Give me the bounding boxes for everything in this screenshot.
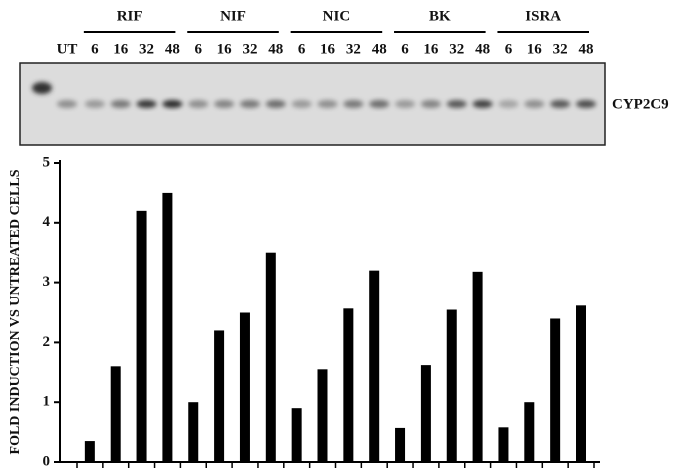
y-tick-label: 4 [43,214,51,230]
blot-band [524,100,544,108]
lane-label: 16 [423,41,439,57]
lane-label: 48 [372,41,387,57]
bar [266,253,276,462]
blot-band [369,100,389,108]
lane-label: 6 [91,41,99,57]
figure: CYP2C9 FOLD INDUCTION VS UNTREATED CELLS… [0,0,682,468]
lane-label: 6 [505,41,513,57]
lane-label: 48 [579,41,594,57]
bar [473,272,483,462]
blot-band [550,100,570,108]
bar [447,310,457,462]
lane-label: 32 [242,41,257,57]
group-label: BK [429,8,451,24]
lane-label: 32 [346,41,361,57]
blot-band [266,100,286,108]
bar [395,428,405,462]
blot-band [240,100,260,108]
group-label: NIC [323,8,351,24]
blot-band [85,100,105,108]
blot-band [57,100,77,108]
bar [111,366,121,462]
bar [240,313,250,463]
bar [162,193,172,462]
blot-band [214,100,234,108]
bar [318,369,328,462]
blot-band [576,100,596,108]
blot-band [343,100,363,108]
blot-band [473,100,493,108]
bar [137,211,147,462]
lane-label: 32 [449,41,464,57]
lane-label: 32 [139,41,154,57]
blot-band [137,100,157,108]
lane-label: 16 [113,41,129,57]
blot-marker [32,82,52,94]
lane-label: 6 [401,41,409,57]
lane-label: 6 [298,41,306,57]
bar [576,305,586,462]
blot-band [111,100,131,108]
bar [550,318,560,462]
group-label: RIF [117,8,143,24]
bar [498,427,508,462]
y-axis-label: FOLD INDUCTION VS UNTREATED CELLS [8,169,23,454]
blot-band [498,100,518,108]
blot-band [395,100,415,108]
y-tick-label: 3 [43,274,51,290]
blot-band [447,100,467,108]
lane-label: 16 [527,41,543,57]
lane-label: 32 [553,41,568,57]
bar [369,271,379,462]
group-label: ISRA [525,8,561,24]
y-tick-label: 0 [43,453,51,468]
y-tick-label: 2 [43,334,51,350]
bar [214,330,224,462]
lane-label: 6 [195,41,203,57]
blot-band [162,100,182,108]
lane-label: 48 [268,41,283,57]
lane-label: UT [57,41,78,57]
blot-label: CYP2C9 [612,96,669,112]
lane-label: 16 [217,41,233,57]
y-tick-label: 5 [43,154,51,170]
lane-label: 16 [320,41,336,57]
bar [188,402,198,462]
blot-band [188,100,208,108]
blot-band [421,100,441,108]
lane-label: 48 [475,41,490,57]
blot-band [318,100,338,108]
bar [524,402,534,462]
y-tick-label: 1 [43,394,51,410]
lane-label: 48 [165,41,180,57]
bar [421,365,431,462]
bar [343,308,353,462]
group-label: NIF [220,8,246,24]
blot-band [292,100,312,108]
bar [292,408,302,462]
bar [85,441,95,462]
